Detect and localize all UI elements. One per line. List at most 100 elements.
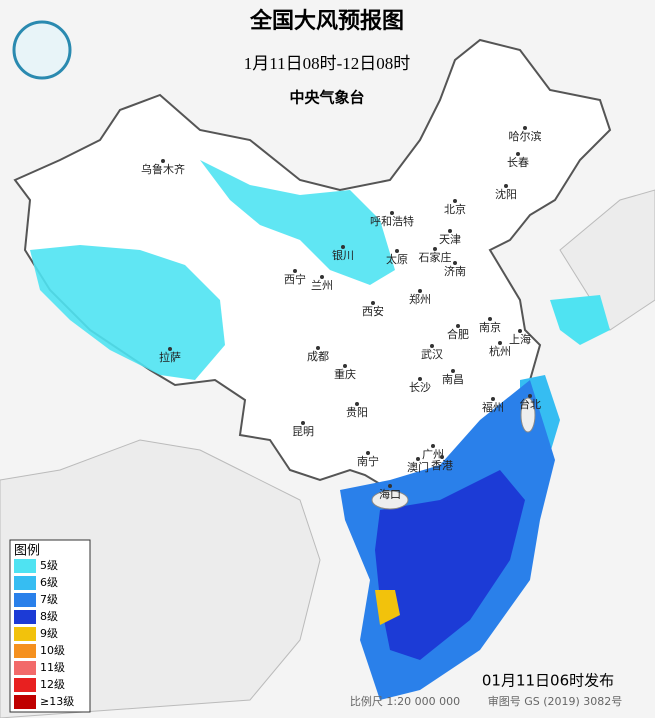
title: 全国大风预报图 [249, 8, 404, 34]
city-label: 呼和浩特 [370, 214, 414, 228]
legend-swatch [14, 576, 36, 590]
city-dot [516, 152, 520, 156]
legend-title: 图例 [14, 544, 40, 559]
city-label: 上海 [509, 332, 531, 346]
scale: 比例尺 1:20 000 000 [350, 694, 460, 708]
legend-label: 5级 [40, 559, 58, 572]
city-dot [453, 261, 457, 265]
legend-label: 12级 [40, 678, 65, 691]
legend-label: ≥13级 [40, 695, 74, 708]
city-dot [453, 199, 457, 203]
city-dot [366, 451, 370, 455]
city-label: 沈阳 [495, 187, 517, 201]
city-label: 长春 [507, 156, 529, 169]
legend-label: 6级 [40, 576, 58, 589]
city-dot [416, 457, 420, 461]
legend-label: 10级 [40, 644, 65, 657]
city-dot [488, 317, 492, 321]
city-dot [341, 245, 345, 249]
legend-swatch [14, 593, 36, 607]
city-label: 杭州 [489, 344, 511, 358]
city-dot [355, 402, 359, 406]
issuer: 中央气象台 [289, 89, 364, 107]
city-label: 哈尔滨 [509, 129, 542, 143]
city-label: 西安 [362, 304, 384, 318]
city-dot [451, 369, 455, 373]
city-dot [518, 329, 522, 333]
legend-label: 9级 [40, 627, 58, 640]
city-label: 石家庄 [419, 250, 452, 264]
city-label: 天津 [439, 233, 461, 246]
wind-area-5 [550, 295, 610, 345]
city-label: 澳门 [407, 460, 429, 474]
city-dot [301, 421, 305, 425]
city-label: 长沙 [409, 381, 431, 394]
city-dot [320, 275, 324, 279]
legend-swatch [14, 678, 36, 692]
issue-time: 01月11日06时发布 [482, 672, 614, 690]
legend-swatch [14, 644, 36, 658]
city-label: 南京 [479, 320, 501, 334]
city-dot [448, 229, 452, 233]
legend-label: 11级 [40, 661, 65, 674]
city-label: 拉萨 [159, 350, 181, 364]
city-label: 贵阳 [346, 406, 368, 419]
city-dot [343, 364, 347, 368]
city-label: 香港 [431, 459, 453, 472]
taiwan-island [520, 397, 536, 433]
city-label: 太原 [386, 253, 408, 266]
city-dot [168, 347, 172, 351]
city-dot [491, 397, 495, 401]
city-label: 福州 [482, 400, 504, 414]
city-label: 乌鲁木齐 [141, 162, 185, 176]
city-label: 重庆 [334, 367, 356, 381]
city-label: 海口 [379, 487, 401, 501]
city-label: 银川 [332, 248, 354, 262]
city-dot [456, 324, 460, 328]
city-dot [431, 444, 435, 448]
city-dot [528, 394, 532, 398]
china-outline [13, 38, 612, 492]
legend-swatch [14, 695, 36, 709]
legend-swatch [14, 559, 36, 573]
city-label: 台北 [519, 397, 541, 411]
city-dot [161, 159, 165, 163]
city-dot [504, 184, 508, 188]
legend-swatch [14, 627, 36, 641]
city-label: 南宁 [357, 454, 379, 468]
city-label: 昆明 [292, 425, 314, 438]
city-label: 成都 [307, 350, 329, 363]
city-label: 合肥 [447, 327, 469, 341]
city-dot [293, 269, 297, 273]
city-dot [390, 211, 394, 215]
city-label: 北京 [444, 202, 466, 216]
hainan-island [371, 490, 409, 510]
wind-area-5 [30, 245, 225, 380]
city-label: 武汉 [421, 348, 443, 361]
wind-area-9 [375, 590, 400, 625]
legend-label: 8级 [40, 610, 58, 623]
city-label: 郑州 [409, 292, 431, 306]
city-dot [430, 344, 434, 348]
legend-swatch [14, 661, 36, 675]
city-label: 兰州 [311, 279, 333, 292]
city-label: 广州 [422, 448, 444, 461]
city-label: 南昌 [442, 373, 464, 386]
city-dot [523, 126, 527, 130]
city-dot [498, 341, 502, 345]
legend-swatch [14, 610, 36, 624]
city-dot [371, 301, 375, 305]
wind-area-8 [375, 470, 525, 660]
city-label: 济南 [444, 264, 466, 278]
city-dot [418, 377, 422, 381]
logo [12, 20, 72, 80]
approval-number: 审图号 GS (2019) 3082号 [488, 694, 623, 708]
subtitle: 1月11日08时-12日08时 [244, 54, 411, 73]
legend-label: 7级 [40, 593, 58, 606]
city-dot [433, 247, 437, 251]
city-dot [395, 249, 399, 253]
city-dot [440, 455, 444, 459]
wind-area-5 [200, 160, 395, 285]
